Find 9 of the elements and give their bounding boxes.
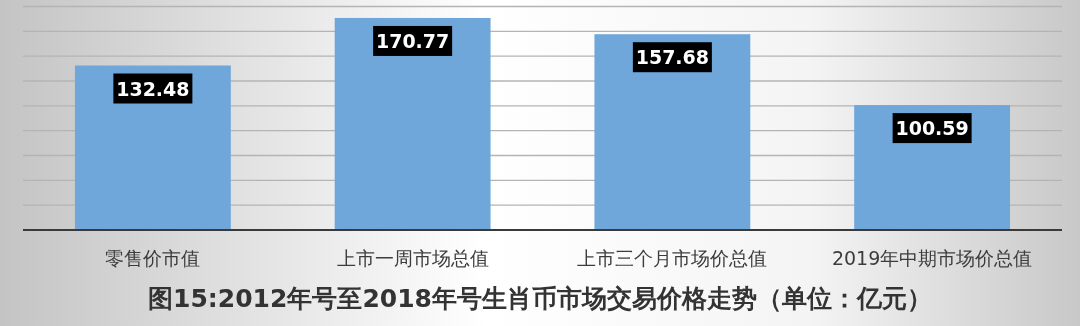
x-tick-label: 上市三个月市场价总值	[577, 247, 768, 269]
data-label: 170.77	[375, 29, 450, 52]
data-label: 157.68	[635, 46, 710, 69]
x-tick-label: 2019年中期市场价总值	[831, 247, 1033, 269]
data-label: 132.48	[116, 77, 190, 100]
text: 图15:2012年号至2018年号生肖币市场交易价格走势（单位：亿元）	[148, 284, 932, 313]
x-tick-label: 上市一周市场总值	[336, 247, 489, 269]
x-tick-label: 零售价市值	[105, 247, 201, 269]
data-label: 100.59	[895, 117, 969, 140]
